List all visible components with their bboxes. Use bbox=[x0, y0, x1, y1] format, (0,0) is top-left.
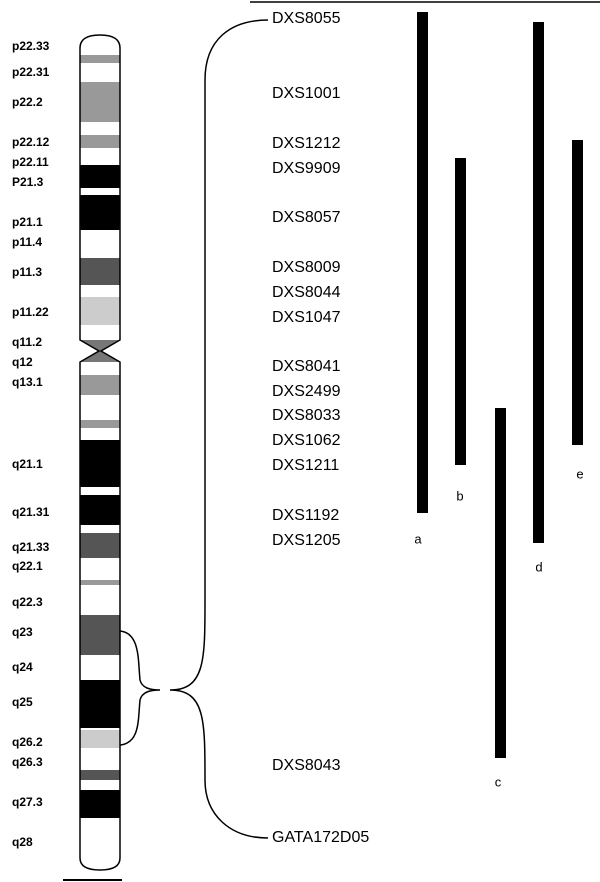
band-fill bbox=[80, 770, 120, 780]
band-label: p22.12 bbox=[12, 135, 50, 149]
outline bbox=[79, 34, 121, 871]
chromosome bbox=[79, 34, 121, 871]
band-label: q21.31 bbox=[12, 505, 50, 519]
band-label: p22.2 bbox=[12, 95, 43, 109]
band-label: q25 bbox=[12, 695, 33, 709]
marker-label: DXS8009 bbox=[272, 259, 341, 276]
band-fill bbox=[80, 195, 120, 230]
bar-label: b bbox=[456, 488, 463, 503]
marker-label: DXS1047 bbox=[272, 309, 341, 326]
band-fill bbox=[80, 790, 120, 818]
bar-label: d bbox=[535, 559, 542, 574]
band-fill bbox=[80, 580, 120, 585]
band-fill bbox=[80, 495, 120, 525]
band-fill bbox=[80, 297, 120, 325]
band-label: q26.2 bbox=[12, 735, 43, 749]
region-bar bbox=[495, 408, 506, 758]
marker-label: DXS8043 bbox=[272, 757, 341, 774]
band-fill bbox=[80, 55, 120, 63]
marker-label: DXS8033 bbox=[272, 407, 341, 424]
band-fill bbox=[80, 533, 120, 558]
marker-label: DXS8055 bbox=[272, 10, 341, 27]
band-fill bbox=[80, 135, 120, 148]
band-fill bbox=[80, 440, 120, 487]
band-label: q12 bbox=[12, 355, 33, 369]
band-label: p11.3 bbox=[12, 265, 42, 279]
band-fill bbox=[80, 258, 120, 285]
band-fill bbox=[80, 680, 120, 728]
large-brace bbox=[169, 19, 269, 839]
band-label: q22.1 bbox=[12, 559, 43, 573]
band-fill bbox=[80, 82, 120, 122]
marker-label: DXS8041 bbox=[272, 358, 341, 375]
small-brace bbox=[119, 630, 161, 746]
marker-label: DXS1001 bbox=[272, 85, 341, 102]
marker-label: DXS8044 bbox=[272, 284, 341, 301]
bar-label: e bbox=[576, 466, 583, 481]
band-fill bbox=[80, 615, 120, 655]
band-label: p21.1 bbox=[12, 215, 43, 229]
marker-label: DXS1212 bbox=[272, 135, 341, 152]
band-label: p22.31 bbox=[12, 65, 50, 79]
band-label: q26.3 bbox=[12, 755, 43, 769]
band-label: q27.3 bbox=[12, 795, 43, 809]
bar-label: a bbox=[414, 531, 422, 546]
region-bar bbox=[417, 12, 428, 513]
band-label: q24 bbox=[12, 660, 33, 674]
marker-label: DXS1205 bbox=[272, 532, 341, 549]
region-bar bbox=[572, 140, 583, 445]
band-label: q23 bbox=[12, 625, 33, 639]
marker-label: DXS1192 bbox=[272, 507, 339, 524]
marker-label: GATA172D05 bbox=[272, 829, 369, 846]
band-label: p22.11 bbox=[12, 155, 49, 169]
band-label: q21.33 bbox=[12, 540, 50, 554]
labels: p22.33 p22.31 p22.2 p22.12 p22.11 P21.3 p21.1 p… bbox=[12, 10, 584, 849]
band-label: q21.1 bbox=[12, 457, 43, 471]
marker-label: DXS2499 bbox=[272, 383, 341, 400]
region-bar bbox=[533, 22, 544, 543]
marker-label: DXS8057 bbox=[272, 209, 341, 226]
bands bbox=[80, 35, 120, 870]
band-label: P21.3 bbox=[12, 175, 44, 189]
band-label: p11.4 bbox=[12, 235, 42, 249]
bar-label: c bbox=[495, 774, 502, 789]
band-label: p11.22 bbox=[12, 305, 49, 319]
band-label: q28 bbox=[12, 835, 33, 849]
band-fill bbox=[80, 420, 120, 428]
band-fill bbox=[80, 730, 120, 748]
marker-label: DXS1062 bbox=[272, 432, 341, 449]
marker-label: DXS9909 bbox=[272, 160, 341, 177]
band-label: q22.3 bbox=[12, 595, 43, 609]
band-label: q13.1 bbox=[12, 375, 43, 389]
region-bar bbox=[455, 158, 466, 465]
band-label: p22.33 bbox=[12, 39, 50, 53]
band-fill bbox=[80, 375, 120, 395]
marker-label: DXS1211 bbox=[272, 457, 339, 474]
band-fill bbox=[80, 165, 120, 188]
band-label: q11.2 bbox=[12, 335, 42, 349]
